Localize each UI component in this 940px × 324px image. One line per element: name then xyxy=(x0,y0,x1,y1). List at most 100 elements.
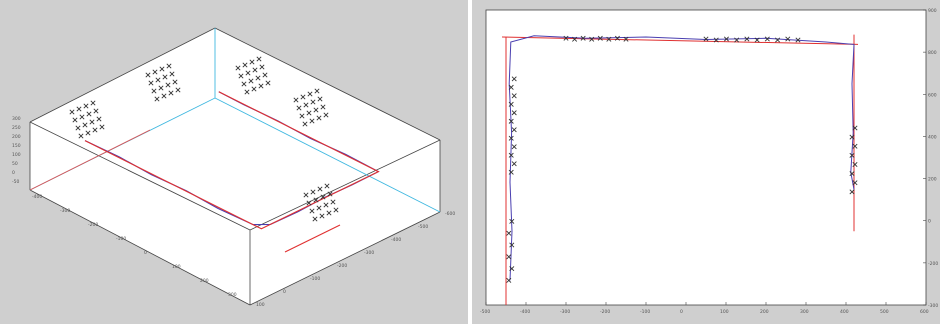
marker-cross xyxy=(306,200,312,206)
marker-cross xyxy=(509,242,515,248)
x-tick-label: 100 xyxy=(172,264,181,270)
marker-cross xyxy=(511,110,517,116)
marker-cross xyxy=(86,111,92,117)
x-tick-label: 500 xyxy=(880,309,889,315)
marker-cross xyxy=(90,100,96,106)
marker-cross xyxy=(511,127,517,133)
marker-cluster-2 xyxy=(145,63,181,102)
marker-stroke xyxy=(92,127,98,133)
marker-cross xyxy=(82,122,88,128)
marker-cross xyxy=(563,35,569,41)
marker-stroke xyxy=(320,194,326,200)
marker-group-right xyxy=(849,125,858,195)
marker-stroke xyxy=(330,199,336,205)
marker-stroke xyxy=(589,36,595,42)
marker-cross xyxy=(148,80,154,86)
marker-stroke xyxy=(165,82,171,88)
marker-stroke xyxy=(511,127,517,133)
marker-stroke xyxy=(849,171,855,177)
marker-stroke xyxy=(508,169,514,175)
marker-stroke xyxy=(849,189,855,195)
marker-stroke xyxy=(159,66,165,72)
marker-stroke xyxy=(82,122,88,128)
marker-cross xyxy=(852,125,858,131)
marker-stroke xyxy=(265,80,271,86)
marker-stroke xyxy=(248,78,254,84)
marker-cross xyxy=(99,124,105,130)
x-tick-label: 300 xyxy=(228,292,237,298)
marker-stroke xyxy=(303,192,309,198)
marker-cluster-3 xyxy=(235,56,271,95)
marker-cross xyxy=(155,77,161,83)
marker-stroke xyxy=(509,266,515,272)
x-tick-label: 400 xyxy=(840,309,849,315)
marker-stroke xyxy=(300,94,306,100)
marker-stroke xyxy=(309,118,315,124)
marker-cross xyxy=(175,87,181,93)
marker-cluster-4 xyxy=(293,88,329,127)
marker-stroke xyxy=(244,89,250,95)
marker-cross xyxy=(310,99,316,105)
marker-stroke xyxy=(508,135,514,141)
y-tick-label: -100 xyxy=(310,276,320,282)
marker-cross xyxy=(508,84,514,90)
marker-cross xyxy=(508,118,514,124)
marker-stroke xyxy=(299,113,305,119)
marker-cross xyxy=(323,202,329,208)
marker-stroke xyxy=(89,119,95,125)
marker-cross xyxy=(734,37,740,43)
marker-cross xyxy=(580,35,586,41)
marker-cross xyxy=(169,71,175,77)
marker-stroke xyxy=(775,37,781,43)
marker-cross xyxy=(83,103,89,109)
y-tick-label: -400 xyxy=(391,237,401,243)
y-tick-label: -300 xyxy=(364,250,374,256)
marker-stroke xyxy=(166,63,172,69)
box-edge xyxy=(29,189,251,306)
marker-stroke xyxy=(251,86,257,92)
marker-cross xyxy=(89,119,95,125)
marker-stroke xyxy=(162,74,168,80)
marker-group-top-left xyxy=(563,35,629,42)
y-tick-label: 100 xyxy=(256,302,265,308)
marker-stroke xyxy=(506,277,512,283)
x-tick-label: -500 xyxy=(480,309,490,315)
marker-stroke xyxy=(324,183,330,189)
y-tick-label: 0 xyxy=(283,289,286,295)
x-tick-label: 600 xyxy=(920,309,929,315)
marker-cross xyxy=(327,191,333,197)
marker-stroke xyxy=(252,67,258,73)
marker-stroke xyxy=(508,118,514,124)
marker-stroke xyxy=(241,81,247,87)
measured-path xyxy=(508,35,855,281)
marker-stroke xyxy=(154,96,160,102)
marker-cross xyxy=(72,117,78,123)
reference-line-2 xyxy=(501,36,859,45)
marker-cross xyxy=(317,96,323,102)
marker-cross xyxy=(255,75,261,81)
marker-stroke xyxy=(313,107,319,113)
marker-stroke xyxy=(85,130,91,136)
marker-stroke xyxy=(310,99,316,105)
marker-stroke xyxy=(255,75,261,81)
marker-cross xyxy=(310,189,316,195)
z-tick-label: 0 xyxy=(12,170,15,176)
marker-stroke xyxy=(511,144,517,150)
marker-stroke xyxy=(79,114,85,120)
z-tick-label: 150 xyxy=(12,143,21,149)
marker-stroke xyxy=(168,90,174,96)
box-region xyxy=(30,28,440,305)
marker-stroke xyxy=(849,134,855,140)
marker-cross xyxy=(703,36,709,42)
marker-cross xyxy=(256,56,262,62)
marker-stroke xyxy=(849,152,855,158)
marker-stroke xyxy=(317,96,323,102)
marker-stroke xyxy=(169,71,175,77)
marker-cross xyxy=(316,115,322,121)
x-tick-label: 200 xyxy=(760,309,769,315)
marker-cross xyxy=(78,133,84,139)
marker-stroke xyxy=(96,116,102,122)
marker-cross xyxy=(506,277,512,283)
marker-cross xyxy=(252,67,258,73)
marker-stroke xyxy=(262,72,268,78)
